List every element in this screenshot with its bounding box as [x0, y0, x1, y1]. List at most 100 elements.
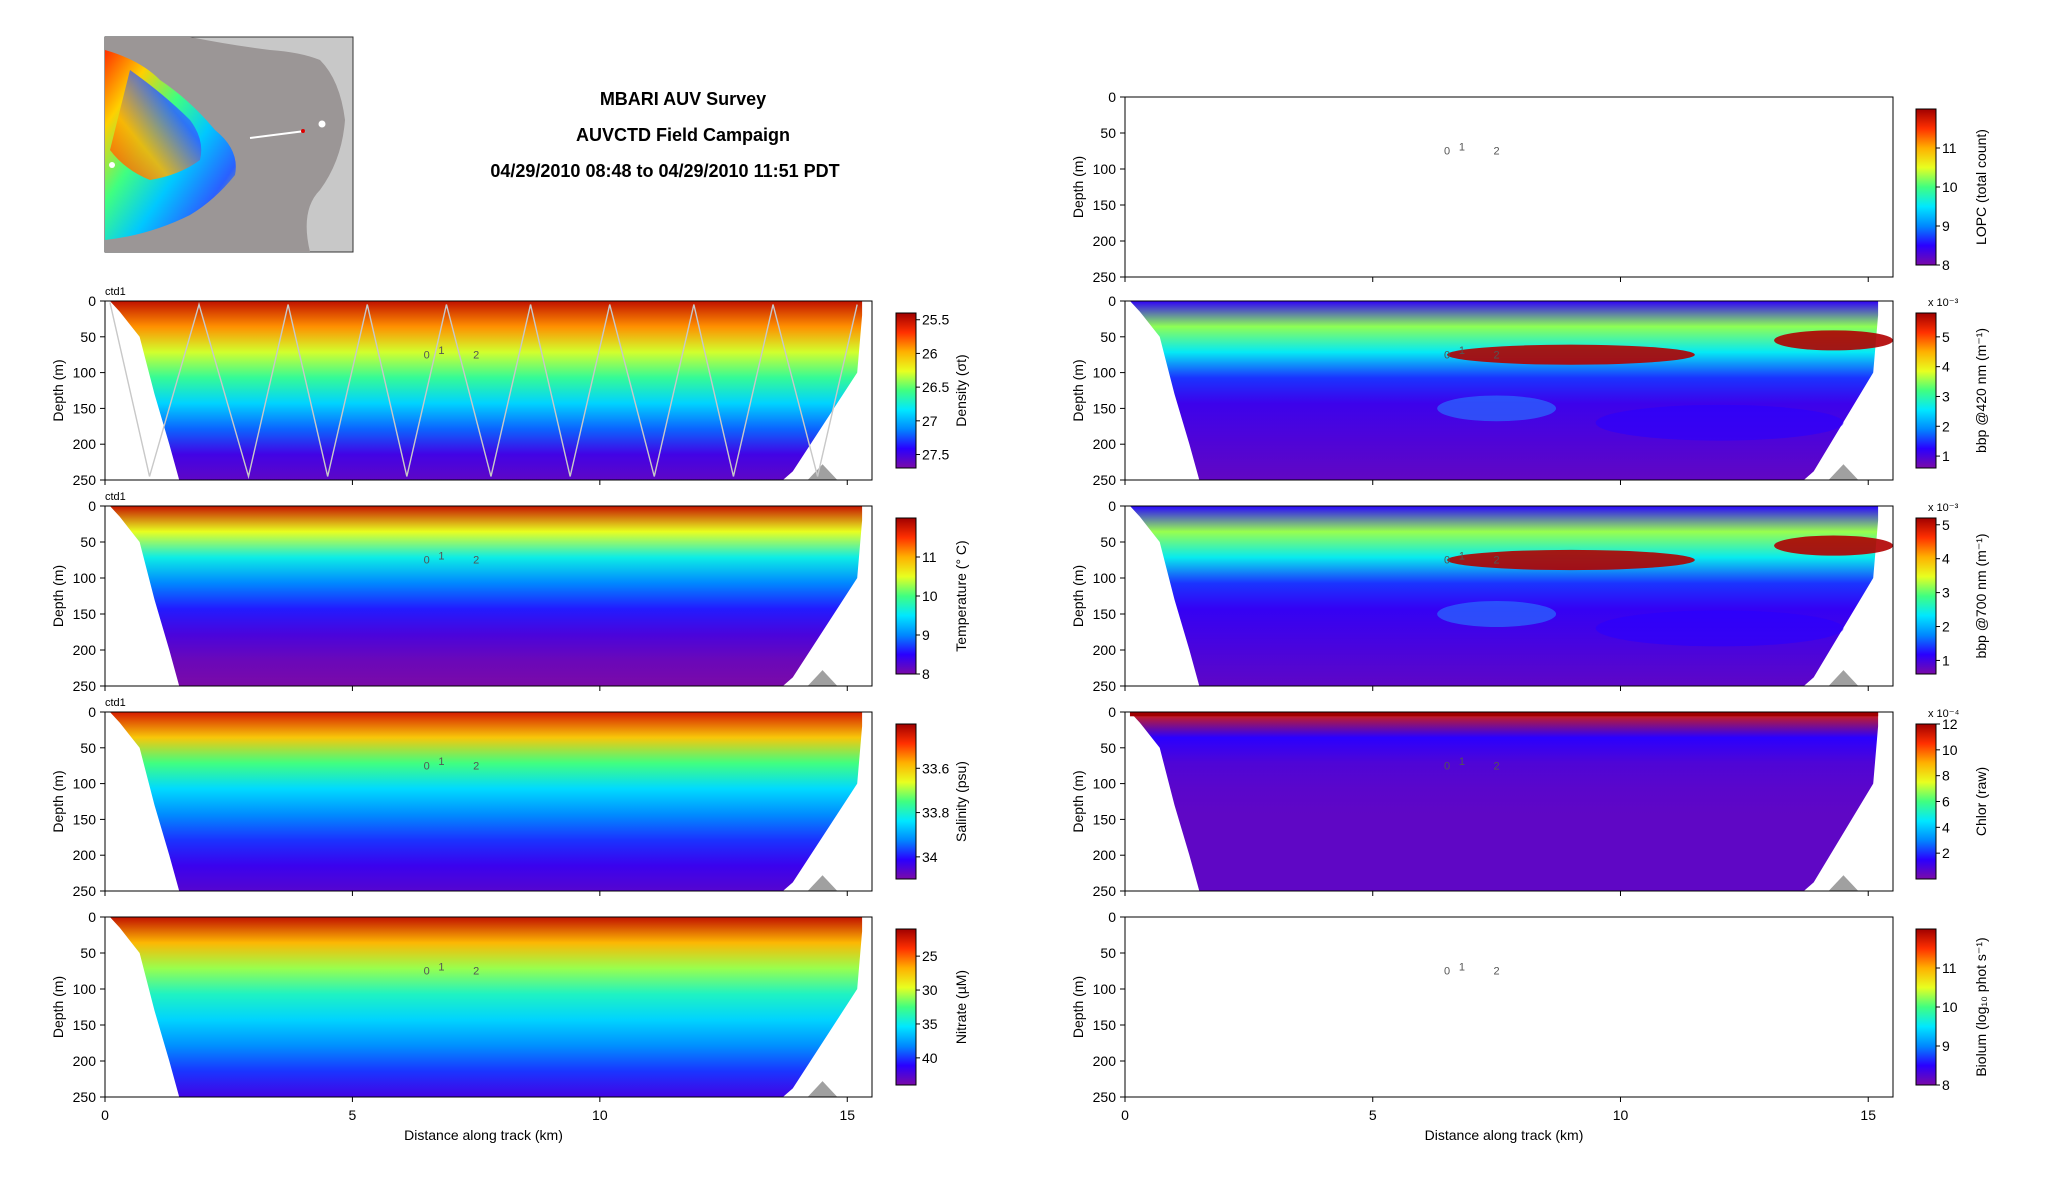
- y-tick-label: 150: [73, 400, 97, 416]
- plot-frame: [1124, 916, 1894, 1098]
- colorbar-tick-label: 35: [922, 1016, 938, 1032]
- y-tick-label: 250: [1093, 678, 1117, 694]
- track-marker-2: 2: [1494, 760, 1500, 772]
- colorbar-exponent: x 10⁻⁴: [1928, 708, 1960, 720]
- map-terrain-ridge: [110, 70, 202, 180]
- colorbar-strip: [895, 517, 917, 675]
- y-tick-label: 100: [1093, 161, 1117, 177]
- y-tick-label: 0: [1108, 498, 1116, 514]
- colorbar-tick-label: 9: [1942, 1038, 1950, 1054]
- y-tick-label: 0: [1108, 909, 1116, 925]
- seamount-marker: [1828, 875, 1859, 891]
- colorbar-strip: [895, 312, 917, 469]
- y-tick-label: 0: [1108, 293, 1116, 309]
- colorbar-tick-label: 6: [1942, 794, 1950, 810]
- y-tick-label: 150: [1093, 811, 1117, 827]
- track-marker-1: 1: [1459, 345, 1465, 357]
- x-tick-label: 10: [592, 1107, 608, 1123]
- figure-title: MBARI AUV Survey: [600, 89, 766, 109]
- seamount-marker: [807, 670, 838, 686]
- track-marker-1: 1: [1459, 141, 1465, 153]
- seamount-marker: [807, 464, 838, 480]
- colorbar-bbp700: 5 4 3 2 1 x 10⁻³ bbp @700 nm (m⁻¹): [1915, 502, 1989, 675]
- colorbar-tick-label: 2: [1942, 845, 1950, 861]
- colorbar-tick-label: 2: [1942, 418, 1950, 434]
- y-tick-label: 200: [73, 642, 97, 658]
- x-tick-label: 0: [101, 1107, 109, 1123]
- track-marker-1: 1: [1459, 961, 1465, 973]
- y-tick-label: 200: [1093, 233, 1117, 249]
- colorbar-strip: [895, 928, 917, 1086]
- colorbar-tick-label: 26.5: [922, 379, 949, 395]
- colorbar-tick-label: 26: [922, 345, 938, 361]
- y-axis-label: Depth (m): [1070, 770, 1086, 832]
- y-tick-label: 200: [73, 1053, 97, 1069]
- plot-frame: [104, 711, 873, 892]
- y-axis-label: Depth (m): [1070, 565, 1086, 627]
- colorbar-tick-label: 9: [1942, 218, 1950, 234]
- y-tick-label: 150: [73, 811, 97, 827]
- track-marker-2: 2: [473, 555, 479, 567]
- y-tick-label: 0: [1108, 704, 1116, 720]
- track-marker-0: 0: [424, 349, 430, 361]
- scattering-patch: [1595, 404, 1844, 441]
- colorbar-tick-label: 27: [922, 413, 938, 429]
- y-axis-label: Depth (m): [50, 770, 66, 832]
- colorbar-label: LOPC (total count): [1973, 129, 1989, 245]
- track-marker-0: 0: [1444, 349, 1450, 361]
- colorbar-tick-label: 30: [922, 982, 938, 998]
- y-tick-label: 50: [1100, 534, 1116, 550]
- plot-frame: [1124, 505, 1894, 687]
- colorbar-tick-label: 3: [1942, 388, 1950, 404]
- y-tick-label: 50: [80, 740, 96, 756]
- seamount-marker: [807, 875, 838, 891]
- y-axis-label: Depth (m): [50, 359, 66, 421]
- colorbar-tick-label: 8: [922, 666, 930, 682]
- ctd-label: ctd1: [105, 491, 126, 503]
- x-tick-label: 15: [1860, 1107, 1876, 1123]
- colorbar-lopc: 11 10 9 8 LOPC (total count): [1915, 108, 1989, 273]
- map-current-position: [301, 129, 305, 133]
- y-tick-label: 100: [73, 365, 97, 381]
- x-tick-label: 15: [839, 1107, 855, 1123]
- section-field-bbp700: [1130, 506, 1879, 686]
- colorbar-tick-label: 33.6: [922, 760, 949, 776]
- track-marker-1: 1: [438, 756, 444, 768]
- colorbar-tick-label: 10: [1942, 999, 1958, 1015]
- colorbar-tick-label: 10: [1942, 742, 1958, 758]
- auv-track: [109, 302, 858, 480]
- section-field-density: [109, 301, 863, 480]
- y-tick-label: 0: [88, 293, 96, 309]
- colorbar-tick-label: 40: [922, 1050, 938, 1066]
- y-tick-label: 100: [1093, 365, 1117, 381]
- y-tick-label: 200: [73, 847, 97, 863]
- colorbar-nitrate: 25 30 35 40 Nitrate (µM): [895, 928, 969, 1086]
- track-marker-1: 1: [1459, 756, 1465, 768]
- colorbar-tick-label: 5: [1942, 329, 1950, 345]
- y-tick-label: 100: [1093, 776, 1117, 792]
- colorbar-biolum: 11 10 9 8 Biolum (log₁₀ phot s⁻¹): [1915, 928, 1989, 1093]
- colorbar-tick-label: 34: [922, 849, 938, 865]
- colorbar-bbp420: 5 4 3 2 1 x 10⁻³ bbp @420 nm (m⁻¹): [1915, 297, 1989, 469]
- y-tick-label: 150: [73, 1017, 97, 1033]
- track-marker-0: 0: [1444, 146, 1450, 158]
- y-tick-label: 100: [73, 776, 97, 792]
- track-marker-2: 2: [473, 760, 479, 772]
- section-field-temperature: [109, 506, 863, 686]
- colorbar-tick-label: 25: [922, 948, 938, 964]
- colorbar-strip: [1915, 517, 1937, 675]
- y-tick-label: 250: [73, 883, 97, 899]
- track-marker-1: 1: [438, 345, 444, 357]
- ctd-label: ctd1: [105, 286, 126, 298]
- y-tick-label: 200: [1093, 1053, 1117, 1069]
- x-tick-label: 0: [1121, 1107, 1129, 1123]
- location-map: [104, 36, 354, 253]
- y-tick-label: 150: [1093, 606, 1117, 622]
- colorbar-tick-label: 1: [1942, 652, 1950, 668]
- track-marker-0: 0: [1444, 760, 1450, 772]
